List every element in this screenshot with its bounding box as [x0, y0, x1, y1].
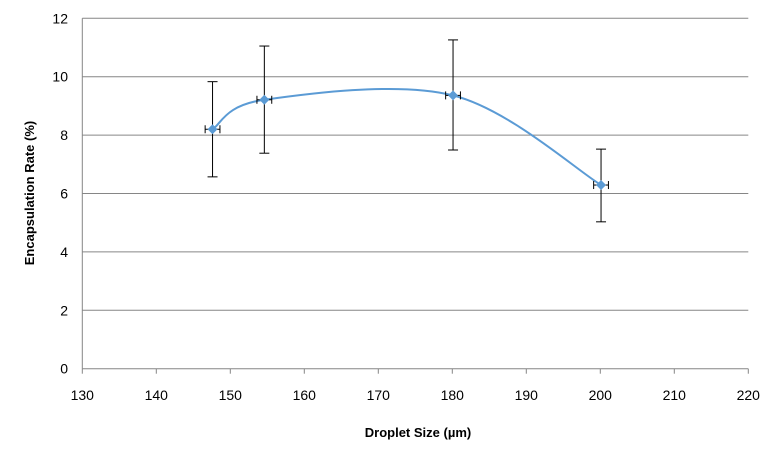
series-line [211, 87, 602, 186]
x-tick-label: 140 [145, 387, 169, 403]
data-point-marker [596, 180, 607, 191]
x-tick-label: 190 [515, 387, 539, 403]
y-tick-label: 12 [52, 10, 68, 26]
y-tick-labels: 0 2 4 6 8 10 12 [52, 10, 68, 376]
x-tick-label: 180 [441, 387, 465, 403]
y-tick-label: 10 [52, 69, 68, 85]
x-axis-label: Droplet Size (µm) [365, 425, 471, 440]
x-tick-label: 170 [367, 387, 391, 403]
y-tick-label: 4 [60, 244, 68, 260]
gridlines [82, 17, 749, 311]
data-point-marker [207, 124, 218, 135]
data-point-marker [259, 94, 270, 105]
axes [81, 18, 749, 374]
y-tick-label: 6 [60, 186, 68, 202]
y-tick-label: 0 [60, 361, 68, 377]
y-axis-label: Encapsulation Rate (%) [22, 121, 37, 265]
y-tick-label: 8 [60, 127, 68, 143]
series [204, 39, 609, 223]
x-tick-label: 160 [293, 387, 317, 403]
x-tick-label: 150 [219, 387, 243, 403]
x-tick-label: 200 [589, 387, 613, 403]
data-point-marker [448, 90, 459, 101]
x-tick-labels: 130 140 150 160 170 180 190 200 210 220 [71, 387, 761, 403]
x-tick-label: 220 [737, 387, 761, 403]
y-tick-label: 2 [60, 302, 68, 318]
x-tick-label: 130 [71, 387, 95, 403]
x-tick-label: 210 [663, 387, 687, 403]
